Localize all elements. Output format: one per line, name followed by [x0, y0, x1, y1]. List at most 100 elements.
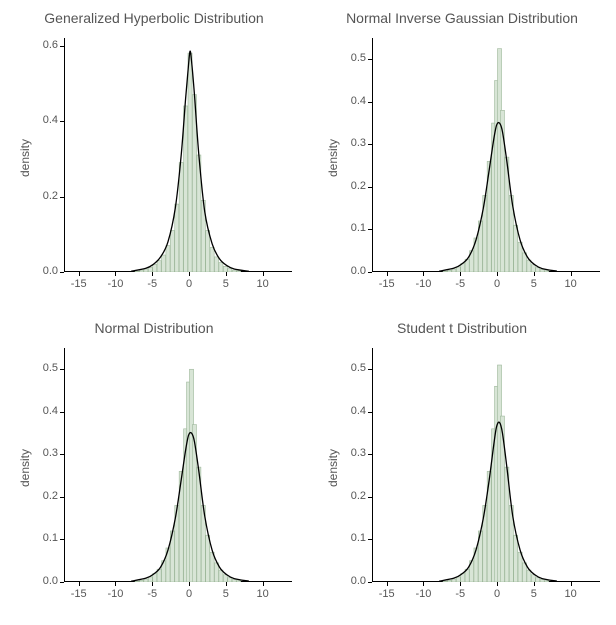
y-tick-mark — [60, 454, 64, 455]
y-tick-mark — [368, 272, 372, 273]
x-tick-label: -5 — [448, 588, 472, 600]
y-tick-mark — [60, 121, 64, 122]
x-tick-label: 0 — [485, 588, 509, 600]
histogram-bar — [232, 270, 236, 272]
x-tick-mark — [387, 582, 388, 586]
x-tick-label: -15 — [375, 588, 399, 600]
y-tick-label: 0.5 — [351, 52, 366, 64]
y-tick-mark — [368, 187, 372, 188]
panel-title: Normal Distribution — [10, 320, 298, 336]
y-tick-label: 0.4 — [351, 405, 366, 417]
plot-area — [64, 38, 292, 272]
histogram-bar — [210, 552, 214, 582]
y-tick-mark — [60, 582, 64, 583]
x-tick-mark — [571, 272, 572, 276]
histogram-bar — [162, 255, 166, 272]
y-tick-label: 0.0 — [351, 265, 366, 277]
x-tick-mark — [423, 582, 424, 586]
histogram-bar — [545, 271, 549, 272]
x-tick-mark — [79, 272, 80, 276]
x-tick-mark — [152, 272, 153, 276]
y-axis-label: density — [326, 139, 340, 177]
y-tick-label: 0.4 — [351, 95, 366, 107]
histogram-bar — [219, 570, 223, 582]
y-tick-mark — [368, 497, 372, 498]
histogram-bar — [540, 579, 544, 582]
y-tick-mark — [368, 144, 372, 145]
x-tick-mark — [571, 582, 572, 586]
histogram-bar — [223, 575, 227, 582]
x-tick-mark — [226, 272, 227, 276]
histogram-bar — [206, 535, 210, 582]
x-tick-label: 5 — [522, 588, 546, 600]
y-tick-label: 0.1 — [351, 532, 366, 544]
x-tick-mark — [263, 272, 264, 276]
x-tick-label: -5 — [448, 278, 472, 290]
x-tick-label: 5 — [522, 278, 546, 290]
x-tick-mark — [189, 272, 190, 276]
x-tick-mark — [189, 582, 190, 586]
y-axis-label: density — [326, 449, 340, 487]
chart-svg — [65, 38, 293, 272]
y-tick-mark — [368, 539, 372, 540]
x-tick-mark — [115, 582, 116, 586]
x-tick-label: -15 — [67, 278, 91, 290]
y-tick-mark — [368, 102, 372, 103]
y-tick-mark — [368, 582, 372, 583]
histogram-bar — [545, 581, 549, 582]
panel-title: Generalized Hyperbolic Distribution — [10, 10, 298, 26]
y-tick-mark — [60, 197, 64, 198]
histogram-bar — [153, 264, 157, 272]
histogram-bar — [206, 230, 210, 272]
x-tick-mark — [263, 582, 264, 586]
x-tick-label: -15 — [375, 278, 399, 290]
histogram-bar — [518, 552, 522, 582]
chart-svg — [373, 348, 601, 582]
y-tick-label: 0.0 — [351, 575, 366, 587]
histogram-bar — [214, 257, 218, 272]
panel-nig: Normal Inverse Gaussian Distributiondens… — [318, 10, 606, 300]
x-tick-label: 0 — [177, 588, 201, 600]
histogram-bar — [210, 247, 214, 272]
y-tick-label: 0.0 — [43, 265, 58, 277]
x-tick-label: -5 — [140, 278, 164, 290]
panel-normal: Normal Distributiondensity0.00.10.20.30.… — [10, 320, 298, 610]
figure-root: Generalized Hyperbolic Distribution densi… — [0, 0, 616, 625]
histogram-bar — [514, 535, 518, 582]
histogram-bar — [237, 581, 241, 582]
x-tick-label: -10 — [411, 278, 435, 290]
plot-area — [372, 38, 600, 272]
y-tick-label: 0.3 — [351, 447, 366, 459]
y-tick-mark — [368, 59, 372, 60]
x-tick-mark — [79, 582, 80, 586]
histogram-bar — [531, 575, 535, 582]
y-tick-label: 0.2 — [43, 190, 58, 202]
x-tick-mark — [387, 272, 388, 276]
panel-gh: Generalized Hyperbolic Distributiondensi… — [10, 10, 298, 300]
y-tick-label: 0.6 — [43, 39, 58, 51]
x-tick-label: 10 — [251, 588, 275, 600]
histogram-bar — [179, 163, 183, 272]
histogram-bar — [518, 242, 522, 272]
histogram-bar — [527, 570, 531, 582]
y-tick-label: 0.5 — [43, 362, 58, 374]
chart-svg — [373, 38, 601, 272]
histogram-bar — [184, 106, 188, 272]
y-axis-label: density — [18, 449, 32, 487]
x-tick-label: -5 — [140, 588, 164, 600]
histogram-bar — [447, 580, 451, 582]
histogram-bar — [237, 271, 241, 272]
y-tick-label: 0.4 — [43, 114, 58, 126]
y-tick-mark — [60, 272, 64, 273]
histogram-bar — [228, 578, 232, 582]
histogram-bar — [219, 263, 223, 272]
histogram-bar — [166, 246, 170, 272]
panel-title: Student t Distribution — [318, 320, 606, 336]
y-tick-mark — [368, 369, 372, 370]
x-tick-label: -10 — [411, 588, 435, 600]
x-tick-mark — [226, 582, 227, 586]
y-tick-label: 0.2 — [43, 490, 58, 502]
y-tick-label: 0.4 — [43, 405, 58, 417]
histogram-bar — [452, 579, 456, 582]
plot-area — [64, 348, 292, 582]
